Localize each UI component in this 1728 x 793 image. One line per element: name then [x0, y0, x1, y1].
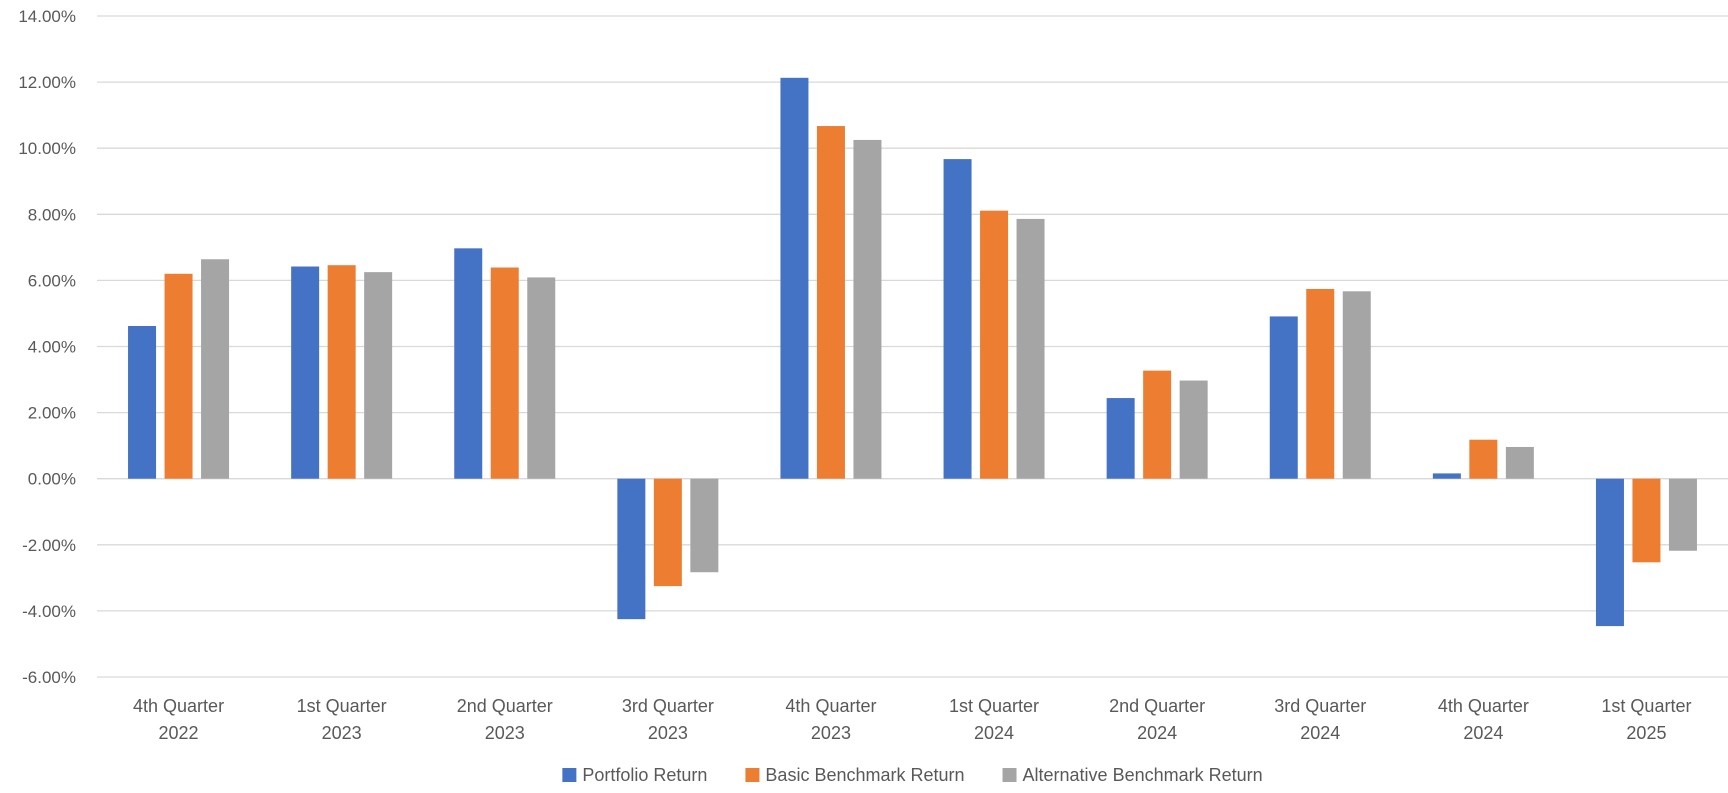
y-tick-label: 0.00% [28, 470, 76, 489]
bar [1342, 291, 1371, 479]
x-category-label: 2nd Quarter 2024 [1109, 696, 1205, 743]
bar [527, 277, 556, 479]
y-tick-label: 2.00% [28, 404, 76, 423]
bar [454, 248, 483, 479]
bar [1179, 380, 1208, 479]
x-category-label: 1st Quarter 2024 [949, 696, 1039, 743]
x-category-label: 4th Quarter 2022 [133, 696, 224, 743]
x-category-label: 1st Quarter 2025 [1601, 696, 1691, 743]
bar [1595, 478, 1624, 627]
legend-swatch [562, 768, 577, 782]
y-tick-label: 4.00% [28, 338, 76, 357]
x-category-label: 2nd Quarter 2023 [457, 696, 553, 743]
y-tick-label: 8.00% [28, 205, 76, 224]
legend-swatch [745, 768, 760, 782]
legend-label: Alternative Benchmark Return [1023, 765, 1263, 785]
bar [291, 266, 320, 479]
x-category-label: 4th Quarter 2024 [1438, 696, 1529, 743]
bar [816, 126, 845, 479]
legend: Portfolio Return Basic Benchmark Return Al… [562, 765, 1263, 785]
y-tick-label: -4.00% [22, 602, 76, 621]
y-axis-tick-labels: -6.00% -4.00% -2.00% 0.00% 2.00% 4.00% 6.00% 8.… [18, 7, 76, 687]
y-tick-label: -6.00% [22, 668, 76, 687]
bar [1505, 446, 1534, 479]
legend-label: Portfolio Return [582, 765, 707, 785]
bar [327, 265, 356, 479]
y-tick-label: 14.00% [18, 7, 76, 26]
bar [201, 259, 230, 479]
y-tick-label: 6.00% [28, 271, 76, 290]
y-tick-label: -2.00% [22, 536, 76, 555]
legend-swatch [1002, 768, 1017, 782]
bar [1469, 439, 1498, 479]
bars [128, 77, 1697, 627]
bar [128, 326, 157, 479]
bar [690, 478, 719, 573]
legend-item: Portfolio Return [562, 765, 707, 785]
legend-item: Basic Benchmark Return [745, 765, 965, 785]
x-category-label: 1st Quarter 2023 [297, 696, 387, 743]
bar [1106, 398, 1135, 479]
bar [943, 159, 972, 479]
bar [853, 139, 882, 479]
x-axis-category-labels: 4th Quarter 2022 1st Quarter 2023 2nd Quarte… [133, 696, 1691, 743]
bar [1016, 218, 1045, 479]
y-tick-label: 10.00% [18, 139, 76, 158]
x-category-label: 4th Quarter 2023 [785, 696, 876, 743]
bar [1632, 478, 1661, 563]
legend-item: Alternative Benchmark Return [1002, 765, 1263, 785]
x-category-label: 3rd Quarter 2023 [622, 696, 714, 743]
legend-label: Basic Benchmark Return [765, 765, 964, 785]
bar [1432, 473, 1461, 479]
bar [490, 267, 519, 479]
y-tick-label: 12.00% [18, 73, 76, 92]
bar [164, 273, 193, 479]
bar [1306, 288, 1335, 479]
bar [617, 478, 646, 620]
bar [780, 77, 809, 479]
bar [1269, 316, 1298, 479]
bar [364, 272, 393, 479]
x-category-label: 3rd Quarter 2024 [1274, 696, 1366, 743]
bar [980, 210, 1009, 479]
bar [1668, 478, 1697, 551]
bar [653, 478, 682, 587]
bar [1143, 370, 1172, 479]
